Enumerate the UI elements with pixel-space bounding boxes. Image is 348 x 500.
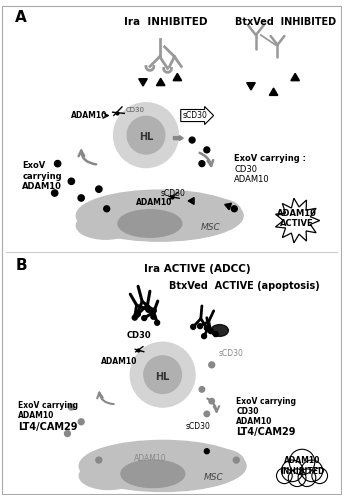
Polygon shape bbox=[139, 78, 147, 86]
Circle shape bbox=[146, 308, 151, 312]
Polygon shape bbox=[225, 204, 231, 210]
Circle shape bbox=[301, 460, 323, 481]
Ellipse shape bbox=[190, 449, 244, 473]
Text: ExoV carrying :: ExoV carrying : bbox=[234, 154, 306, 163]
Text: B: B bbox=[15, 258, 27, 272]
Text: ADAM10: ADAM10 bbox=[136, 198, 173, 207]
Text: ADAM10: ADAM10 bbox=[134, 454, 166, 462]
Text: A: A bbox=[15, 10, 27, 26]
Text: HL: HL bbox=[139, 132, 153, 142]
Circle shape bbox=[132, 315, 137, 320]
Circle shape bbox=[142, 316, 147, 320]
Text: sCD30: sCD30 bbox=[219, 348, 244, 358]
Circle shape bbox=[55, 160, 61, 167]
Polygon shape bbox=[247, 82, 255, 90]
Text: HL: HL bbox=[156, 372, 170, 382]
Text: ADAM10: ADAM10 bbox=[236, 417, 272, 426]
Text: ADAM10: ADAM10 bbox=[71, 111, 108, 120]
Circle shape bbox=[104, 206, 110, 212]
Circle shape bbox=[282, 460, 303, 481]
Circle shape bbox=[130, 342, 195, 407]
Text: CD30: CD30 bbox=[234, 164, 257, 173]
Circle shape bbox=[298, 469, 316, 486]
Ellipse shape bbox=[79, 462, 138, 489]
Text: ADAM10
INHIBITED: ADAM10 INHIBITED bbox=[280, 456, 324, 475]
Circle shape bbox=[151, 308, 156, 313]
Circle shape bbox=[208, 328, 213, 334]
Circle shape bbox=[213, 332, 218, 336]
Circle shape bbox=[204, 326, 209, 330]
Circle shape bbox=[96, 186, 102, 192]
Circle shape bbox=[144, 356, 181, 394]
Text: LT4/CAM29: LT4/CAM29 bbox=[18, 422, 78, 432]
Circle shape bbox=[204, 147, 210, 153]
Text: BtxVed  INHIBITED: BtxVed INHIBITED bbox=[235, 18, 336, 28]
Circle shape bbox=[64, 430, 70, 436]
Text: ExoV carrying: ExoV carrying bbox=[236, 397, 296, 406]
Ellipse shape bbox=[76, 190, 243, 241]
Polygon shape bbox=[291, 74, 299, 80]
Polygon shape bbox=[269, 88, 278, 96]
Circle shape bbox=[312, 468, 327, 483]
Text: CD30: CD30 bbox=[125, 106, 144, 112]
Polygon shape bbox=[173, 74, 182, 80]
Circle shape bbox=[155, 320, 160, 325]
Circle shape bbox=[191, 324, 196, 330]
Text: ADAM10: ADAM10 bbox=[101, 358, 137, 366]
Text: LT4/CAM29: LT4/CAM29 bbox=[236, 426, 296, 436]
Circle shape bbox=[189, 137, 195, 143]
Circle shape bbox=[199, 160, 205, 166]
Text: Ira  INHIBITED: Ira INHIBITED bbox=[124, 18, 207, 28]
Polygon shape bbox=[188, 198, 194, 204]
Circle shape bbox=[201, 334, 207, 338]
Circle shape bbox=[231, 206, 237, 212]
Circle shape bbox=[78, 195, 84, 201]
Circle shape bbox=[127, 116, 165, 154]
Text: Ira ACTIVE (ADCC): Ira ACTIVE (ADCC) bbox=[144, 264, 250, 274]
Circle shape bbox=[134, 312, 139, 318]
Circle shape bbox=[113, 103, 179, 168]
Polygon shape bbox=[157, 78, 165, 86]
Text: BtxVed  ACTIVE (apoptosis): BtxVed ACTIVE (apoptosis) bbox=[169, 282, 319, 292]
Text: ADAM10
ACTIVE: ADAM10 ACTIVE bbox=[277, 209, 317, 229]
Ellipse shape bbox=[121, 460, 185, 487]
Ellipse shape bbox=[76, 212, 135, 239]
Circle shape bbox=[233, 457, 239, 463]
Circle shape bbox=[204, 411, 209, 416]
Circle shape bbox=[288, 469, 306, 486]
Circle shape bbox=[69, 404, 74, 410]
Text: CD30: CD30 bbox=[126, 331, 151, 340]
Circle shape bbox=[68, 178, 74, 184]
Circle shape bbox=[209, 362, 215, 368]
Circle shape bbox=[198, 324, 203, 328]
Circle shape bbox=[78, 419, 84, 424]
Ellipse shape bbox=[79, 440, 246, 492]
Circle shape bbox=[277, 468, 292, 483]
Circle shape bbox=[289, 450, 315, 475]
Text: ADAM10: ADAM10 bbox=[234, 176, 270, 184]
Circle shape bbox=[199, 386, 205, 392]
Text: ExoV carrying: ExoV carrying bbox=[18, 401, 78, 410]
Text: CD30: CD30 bbox=[236, 407, 259, 416]
Ellipse shape bbox=[118, 210, 182, 237]
Polygon shape bbox=[276, 198, 320, 243]
Text: ExoV
carrying
ADAM10: ExoV carrying ADAM10 bbox=[22, 162, 62, 192]
Circle shape bbox=[135, 312, 140, 316]
Circle shape bbox=[52, 190, 58, 196]
Circle shape bbox=[209, 398, 214, 404]
Text: sCD30: sCD30 bbox=[161, 188, 185, 198]
Text: sCD30: sCD30 bbox=[182, 111, 207, 120]
Circle shape bbox=[204, 449, 209, 454]
Circle shape bbox=[151, 314, 156, 319]
Circle shape bbox=[96, 457, 102, 463]
Text: MSC: MSC bbox=[201, 223, 221, 232]
FancyArrow shape bbox=[173, 136, 183, 140]
Text: ADAM10: ADAM10 bbox=[18, 411, 55, 420]
Text: MSC: MSC bbox=[204, 473, 223, 482]
Text: sCD30: sCD30 bbox=[185, 422, 210, 431]
Ellipse shape bbox=[187, 198, 241, 223]
Ellipse shape bbox=[211, 324, 228, 336]
